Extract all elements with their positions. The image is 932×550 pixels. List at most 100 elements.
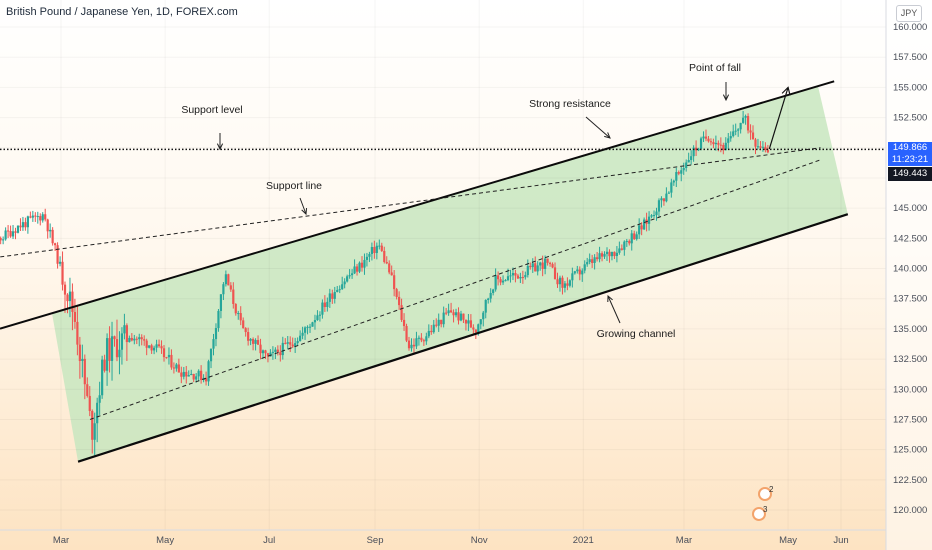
candle-body: [754, 139, 757, 147]
candle-body: [204, 377, 208, 382]
candle-body: [531, 263, 534, 268]
candle-body: [143, 339, 146, 341]
candle-body: [66, 294, 69, 302]
candle-body: [586, 262, 589, 265]
candle-body: [110, 336, 114, 361]
candle-body: [499, 279, 502, 283]
candle-body: [172, 367, 176, 369]
event-flag-icon[interactable]: [758, 487, 772, 501]
candle-body: [640, 225, 643, 230]
candle-body: [759, 146, 762, 148]
candle-body: [113, 336, 116, 340]
candle-body: [353, 266, 356, 274]
candle-body: [214, 328, 218, 340]
x-tick-label: Mar: [676, 535, 692, 546]
candle-body: [600, 253, 604, 257]
candle-body: [583, 264, 586, 271]
event-calendar-icon[interactable]: [752, 507, 766, 521]
candle-body: [56, 245, 59, 264]
candle-body: [427, 330, 430, 337]
candle-body: [289, 342, 292, 345]
candle-body: [224, 274, 227, 285]
candle-body: [630, 233, 633, 244]
event-count-1: 2: [769, 485, 774, 494]
candle-body: [390, 272, 393, 276]
candle-body: [563, 283, 567, 288]
candle-body: [690, 156, 693, 160]
candle-body: [548, 262, 552, 265]
candle-body: [739, 122, 742, 130]
candle-body: [343, 281, 346, 285]
candle-body: [333, 292, 336, 299]
candle-body: [751, 132, 755, 140]
candle-body: [311, 322, 314, 327]
candle-body: [355, 266, 359, 272]
candle-body: [551, 264, 554, 268]
candle-body: [34, 215, 37, 217]
candle-body: [638, 225, 641, 235]
candle-body: [237, 313, 240, 315]
candle-body: [593, 257, 596, 263]
candle-body: [222, 284, 225, 295]
candle-body: [457, 312, 460, 321]
candle-body: [91, 410, 94, 440]
candle-body: [412, 344, 416, 347]
candle-body: [566, 283, 569, 286]
candle-body: [254, 340, 257, 344]
candle-body: [571, 273, 574, 281]
currency-badge[interactable]: JPY: [896, 5, 922, 22]
x-tick-label: Nov: [471, 535, 488, 546]
candle-body: [618, 248, 621, 253]
candle-body: [608, 251, 611, 257]
candle-body: [187, 375, 190, 377]
candle-body: [581, 270, 584, 275]
candle-body: [294, 343, 297, 347]
candle-body: [742, 117, 745, 123]
candle-body: [400, 305, 403, 320]
candle-body: [467, 320, 470, 324]
candle-body: [140, 337, 143, 340]
channel-upper-line: [0, 80, 835, 330]
candle-body: [16, 225, 20, 233]
strong-resistance-label: Strong resistance: [529, 98, 611, 110]
candle-body: [459, 313, 463, 321]
candle-body: [249, 338, 252, 341]
candle-body: [591, 259, 594, 263]
candle-body: [462, 313, 465, 320]
candle-body: [405, 326, 408, 341]
support-line-label: Support line: [266, 180, 322, 192]
candle-body: [165, 357, 168, 359]
candle-body: [605, 251, 609, 255]
x-tick-label: Jul: [263, 535, 275, 546]
candle-body: [672, 180, 675, 183]
x-tick-label: Mar: [53, 535, 69, 546]
support-line: [0, 147, 821, 258]
candle-body: [729, 136, 732, 139]
candle-body: [44, 214, 47, 220]
candle-body: [175, 364, 178, 369]
candle-body: [440, 319, 443, 325]
candle-body: [516, 275, 520, 279]
candle-body: [526, 265, 529, 276]
candle-body: [348, 275, 351, 277]
x-tick-label: May: [156, 535, 174, 546]
candle-body: [573, 271, 576, 274]
candle-body: [63, 284, 67, 295]
candle-body: [541, 262, 544, 269]
candle-body: [494, 275, 497, 290]
y-tick-label: 155.000: [893, 82, 927, 93]
candle-body: [511, 273, 515, 276]
candle-body: [558, 277, 562, 285]
candle-body: [596, 257, 599, 260]
candle-body: [415, 338, 418, 347]
y-tick-label: 127.500: [893, 414, 927, 425]
candle-body: [135, 338, 138, 340]
candle-body: [687, 159, 690, 163]
candle-body: [58, 261, 62, 264]
bar-countdown: 11:23:21: [891, 154, 929, 165]
candle-body: [484, 300, 487, 313]
candle-body: [128, 337, 131, 343]
candle-body: [625, 240, 628, 242]
